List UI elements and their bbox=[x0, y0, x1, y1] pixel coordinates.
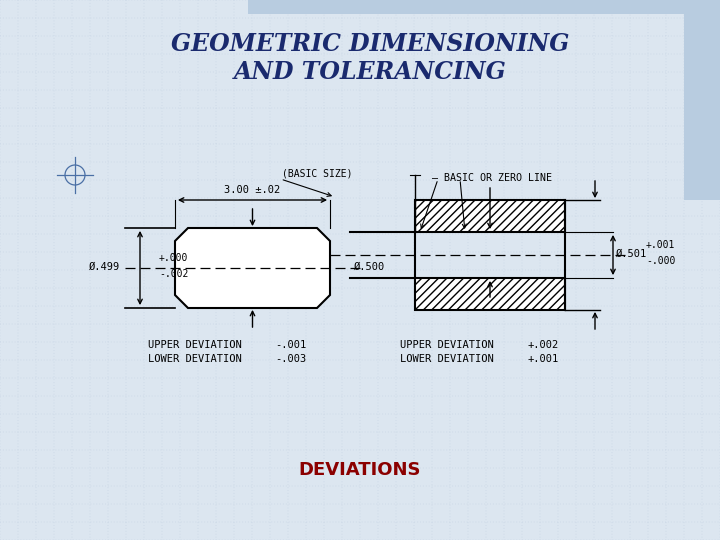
Text: +.001: +.001 bbox=[646, 240, 675, 250]
Text: — BASIC OR ZERO LINE: — BASIC OR ZERO LINE bbox=[432, 173, 552, 183]
Text: (BASIC SIZE): (BASIC SIZE) bbox=[282, 168, 353, 178]
Bar bbox=[415, 278, 565, 310]
Text: 3.00 ±.02: 3.00 ±.02 bbox=[225, 185, 281, 195]
Bar bbox=[415, 278, 565, 310]
Bar bbox=[415, 200, 565, 232]
Text: Ø.499: Ø.499 bbox=[89, 262, 120, 272]
Text: LOWER DEVIATION: LOWER DEVIATION bbox=[148, 354, 242, 364]
Text: -.003: -.003 bbox=[275, 354, 306, 364]
Text: LOWER DEVIATION: LOWER DEVIATION bbox=[400, 354, 494, 364]
Text: AND TOLERANCING: AND TOLERANCING bbox=[233, 60, 506, 84]
Text: UPPER DEVIATION: UPPER DEVIATION bbox=[400, 340, 494, 350]
Text: -.000: -.000 bbox=[646, 256, 675, 266]
Text: UPPER DEVIATION: UPPER DEVIATION bbox=[148, 340, 242, 350]
Text: +.000: +.000 bbox=[159, 253, 189, 263]
Polygon shape bbox=[175, 228, 330, 308]
Text: -.001: -.001 bbox=[275, 340, 306, 350]
Text: GEOMETRIC DIMENSIONING: GEOMETRIC DIMENSIONING bbox=[171, 32, 570, 56]
Bar bbox=[248, 0, 720, 14]
Text: DEVIATIONS: DEVIATIONS bbox=[299, 461, 421, 479]
Text: +.001: +.001 bbox=[527, 354, 558, 364]
Text: Ø.500: Ø.500 bbox=[354, 262, 386, 272]
Text: Ø.501: Ø.501 bbox=[616, 249, 647, 259]
Text: +.002: +.002 bbox=[527, 340, 558, 350]
Bar bbox=[415, 200, 565, 232]
Bar bbox=[684, 0, 720, 200]
Text: -.002: -.002 bbox=[159, 269, 189, 279]
